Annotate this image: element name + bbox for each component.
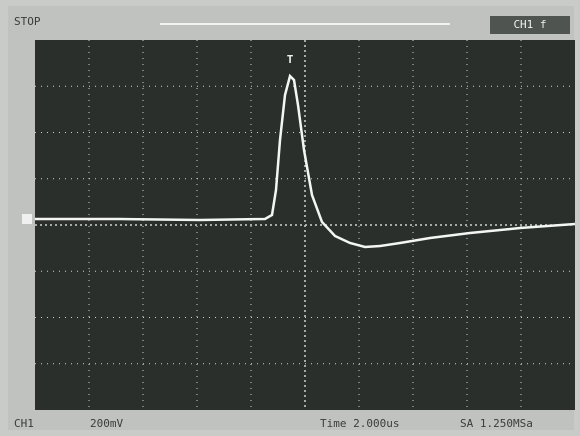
- page: STOP CH1 f T CH1 200mV Time 2.000us SA 1…: [0, 0, 580, 436]
- trigger-marker: T: [287, 53, 294, 66]
- time-base: Time 2.000us: [320, 417, 399, 430]
- volts-per-div: 200mV: [90, 417, 123, 430]
- sample-rate: SA 1.250MSa: [460, 417, 533, 430]
- oscilloscope-screen: STOP CH1 f T CH1 200mV Time 2.000us SA 1…: [0, 0, 580, 436]
- status-label: STOP: [14, 15, 41, 28]
- ground-marker: [22, 214, 32, 224]
- footer-channel: CH1: [14, 417, 34, 430]
- channel-label: CH1 f: [513, 18, 546, 31]
